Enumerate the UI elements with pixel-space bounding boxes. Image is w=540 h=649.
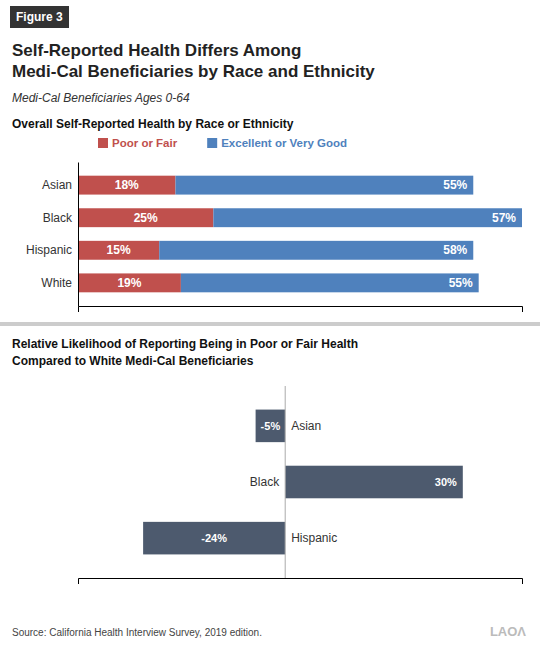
data-label: 30% bbox=[435, 476, 457, 488]
zero-line bbox=[285, 386, 286, 578]
legend-entry: Poor or Fair bbox=[112, 137, 178, 149]
bar bbox=[256, 410, 286, 443]
text-line: Compared to White Medi-Cal Beneficiaries bbox=[12, 354, 254, 368]
text-line: Relative Likelihood of Reporting Being i… bbox=[12, 337, 358, 351]
bar bbox=[78, 241, 159, 260]
bar bbox=[78, 273, 181, 292]
y-axis-line bbox=[78, 163, 79, 307]
data-label: 57% bbox=[492, 211, 516, 225]
data-label: 19% bbox=[117, 276, 141, 290]
bar bbox=[285, 466, 463, 499]
y-tick-label: Hispanic bbox=[26, 243, 72, 257]
x-axis-line bbox=[79, 307, 523, 313]
bar bbox=[159, 241, 473, 260]
data-label: -24% bbox=[201, 532, 227, 544]
title: Self-Reported Health Differs Among Medi-C… bbox=[12, 41, 375, 81]
y-tick-label: Hispanic bbox=[291, 531, 337, 545]
y-tick-label: Black bbox=[250, 475, 280, 489]
data-label: 55% bbox=[449, 276, 473, 290]
text-line: Medi-Cal Beneficiaries by Race and Ethni… bbox=[12, 62, 375, 81]
bar bbox=[78, 176, 175, 195]
data-label: -5% bbox=[261, 420, 281, 432]
data-label: 55% bbox=[443, 178, 467, 192]
x-axis bbox=[79, 307, 523, 313]
text-line: Self-Reported Health Differs Among bbox=[12, 41, 301, 60]
chart-title: Relative Likelihood of Reporting Being i… bbox=[12, 337, 358, 368]
data-label: 25% bbox=[134, 211, 158, 225]
x-axis-line bbox=[79, 579, 523, 585]
bar bbox=[181, 273, 479, 292]
figure-label-box bbox=[10, 6, 69, 28]
source: Source: California Health Interview Surv… bbox=[12, 627, 262, 638]
y-tick-label: Asian bbox=[42, 178, 72, 192]
y-tick-label: White bbox=[41, 276, 72, 290]
legend-swatch bbox=[98, 138, 108, 148]
bar bbox=[213, 208, 522, 227]
bar bbox=[175, 176, 473, 195]
divider bbox=[0, 322, 540, 326]
y-axis: Asian Black Hispanic White bbox=[26, 163, 79, 307]
logo: LAOΛ bbox=[490, 624, 526, 639]
subtitle: Medi-Cal Beneficiaries Ages 0-64 bbox=[12, 91, 190, 105]
data-label: 15% bbox=[107, 243, 131, 257]
legend-swatch bbox=[207, 138, 217, 148]
plot-area bbox=[143, 410, 463, 555]
y-tick: Asian bbox=[42, 178, 78, 192]
legend-entry: Excellent or Very Good bbox=[221, 137, 347, 149]
y-tick: Black bbox=[43, 211, 78, 225]
y-tick: Hispanic bbox=[26, 243, 78, 257]
chart-svg: Figure 3 Self-Reported Health Differs Amo… bbox=[0, 0, 540, 649]
plot-area bbox=[78, 176, 522, 293]
data-labels: 18% 25% 15% 19% 55% 57% 58% 55% bbox=[107, 178, 517, 290]
x-axis bbox=[79, 579, 523, 585]
bar bbox=[78, 208, 213, 227]
y-tick: White bbox=[41, 276, 78, 290]
data-labels: -5% Asian 30% Black -24% Hispanic bbox=[201, 419, 457, 545]
figure-label: Figure 3 bbox=[10, 6, 69, 28]
legend: Poor or Fair Excellent or Very Good bbox=[98, 137, 347, 149]
y-tick-label: Asian bbox=[291, 419, 321, 433]
figure-label-text: Figure 3 bbox=[16, 10, 63, 24]
chart-title: Overall Self-Reported Health by Race or … bbox=[12, 117, 294, 131]
data-label: 18% bbox=[115, 178, 139, 192]
y-tick-label: Black bbox=[43, 211, 73, 225]
bar bbox=[143, 522, 285, 555]
data-label: 58% bbox=[443, 243, 467, 257]
